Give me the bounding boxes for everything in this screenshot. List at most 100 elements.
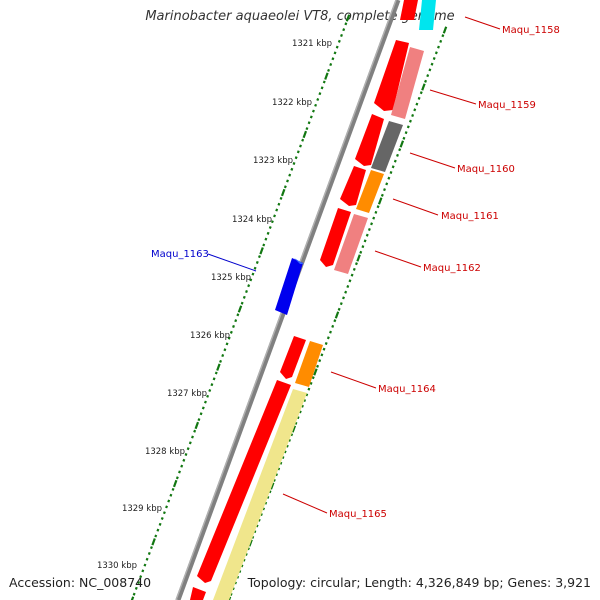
major-tick [259,247,264,255]
feature-maqu-1163[interactable] [275,258,303,315]
minor-tick [292,162,296,165]
feature-maqu-1159-cds[interactable] [374,40,409,111]
minor-tick [275,208,279,212]
minor-tick [279,196,283,200]
minor-tick [320,353,324,357]
gene-label-maqu-1159[interactable]: Maqu_1159 [478,100,536,111]
minor-tick [199,412,203,416]
tick-label: 1327 kbp [167,389,207,399]
minor-tick [294,156,298,160]
feature-maqu-1162-cds[interactable] [320,208,351,267]
minor-tick [175,476,179,480]
major-tick [237,305,243,313]
inner-dotted-ring [227,26,448,600]
minor-tick [359,250,363,254]
minor-tick [203,400,207,404]
minor-tick [311,376,315,380]
minor-tick [318,359,322,363]
minor-tick [137,581,140,585]
minor-tick [342,28,346,32]
accession-text: Accession: NC_008740 [9,575,152,590]
minor-tick [307,121,311,125]
minor-tick [193,429,197,433]
minor-tick [307,387,311,391]
minor-tick [320,86,324,90]
gene-label-maqu-1165[interactable]: Maqu_1165 [329,509,387,520]
minor-tick [333,51,337,55]
feature-maqu-1160-gray[interactable] [371,121,403,172]
feature-maqu-1159-pink[interactable] [391,47,424,119]
feature-maqu-1158-cyan[interactable] [419,0,436,30]
major-tick [216,363,221,371]
major-tick [269,482,275,490]
minor-tick [186,447,190,451]
minor-tick [156,528,160,532]
minor-tick [352,267,356,271]
gene-label-maqu-1161[interactable]: Maqu_1161 [441,211,499,222]
minor-tick [372,216,376,220]
minor-tick [337,307,341,311]
feature-maqu-1162-pink[interactable] [334,214,368,274]
minor-tick [236,313,240,317]
gene-label-maqu-1158[interactable]: Maqu_1158 [502,25,560,36]
major-tick [421,83,426,91]
outer-dotted-ring [130,14,351,600]
feature-maqu-1164-cds[interactable] [280,336,306,379]
major-tick [151,538,156,546]
minor-tick [253,530,257,534]
major-tick [194,421,200,430]
tick-label: 1325 kbp [211,273,251,283]
major-tick [172,479,178,488]
minor-tick [437,45,440,49]
minor-tick [301,138,305,142]
gene-label-maqu-1163[interactable]: Maqu_1163 [151,249,209,260]
minor-tick [264,237,268,241]
feature-maqu-1160-cds[interactable] [355,114,384,166]
tick-label: 1326 kbp [190,331,230,341]
feature-maqu-1158-cds[interactable] [400,0,418,20]
minor-tick [439,39,443,43]
minor-tick [361,245,365,249]
feature-maqu-1165-pale[interactable] [213,389,307,600]
minor-tick [314,103,318,107]
gene-label-maqu-1160[interactable]: Maqu_1160 [457,164,515,175]
minor-tick [212,377,216,381]
minor-tick [441,34,445,38]
minor-tick [432,57,436,60]
minor-tick [255,260,259,264]
minor-tick [141,569,145,573]
minor-tick [277,202,281,206]
gene-label-maqu-1162[interactable]: Maqu_1162 [423,263,481,274]
minor-tick [262,243,266,247]
tick-label: 1323 kbp [253,156,293,166]
feature-maqu-1161-cds[interactable] [340,166,366,206]
major-tick [280,188,286,197]
minor-tick [273,214,277,218]
tick-label: 1324 kbp [232,215,272,225]
major-tick [442,26,448,34]
minor-tick [305,127,309,131]
tick-label: 1322 kbp [272,98,312,108]
minor-tick [234,319,238,323]
minor-tick [266,495,270,499]
minor-tick [309,381,313,385]
minor-tick [160,516,164,521]
minor-tick [398,148,402,152]
feature-maqu-1165-cds[interactable] [197,380,291,583]
minor-tick [294,421,298,425]
major-tick [334,311,340,319]
feature-maqu-1164-orange[interactable] [295,341,323,387]
minor-tick [296,150,300,154]
gene-label-maqu-1164[interactable]: Maqu_1164 [378,384,436,395]
minor-tick [253,266,257,270]
tick-label: 1321 kbp [292,39,332,49]
minor-tick [208,388,212,393]
minor-tick [229,330,233,334]
minor-tick [240,301,244,305]
minor-tick [299,144,302,148]
minor-tick [324,342,328,345]
feature-next-cds[interactable] [190,587,206,600]
minor-tick [309,115,313,119]
feature-maqu-1161-orange[interactable] [356,170,384,213]
